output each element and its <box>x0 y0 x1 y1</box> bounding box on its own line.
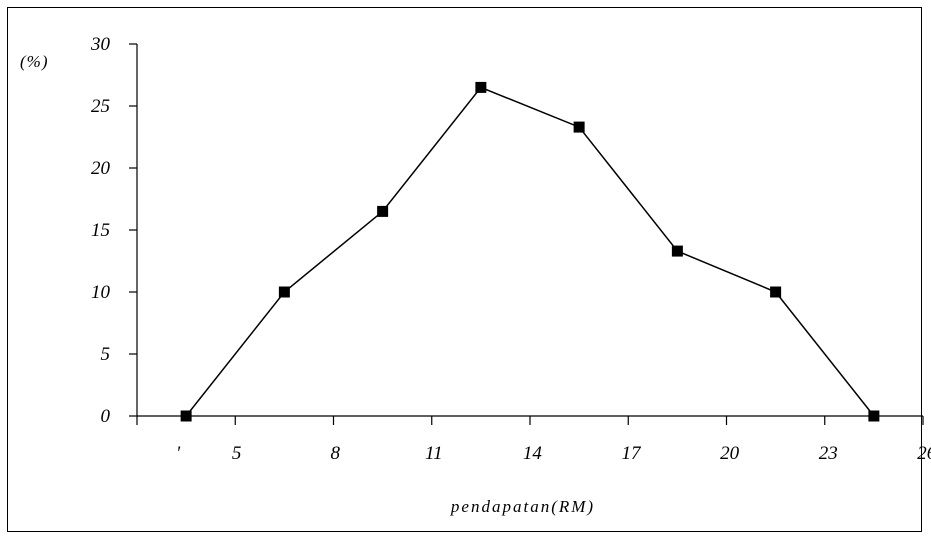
y-tick-label: 30 <box>90 34 111 55</box>
y-tick-label: 25 <box>91 96 110 117</box>
data-point-marker <box>671 245 683 257</box>
series-line <box>185 86 875 417</box>
chart-frame <box>7 7 922 532</box>
x-tick-label: 26 <box>917 443 931 464</box>
y-tick-label: 5 <box>101 344 111 365</box>
y-tick-label: 20 <box>91 158 111 179</box>
axes: 0 5 10 15 20 25 30 ' 5 8 11 14 17 20 23 26 <box>90 34 931 464</box>
data-point-marker <box>278 286 290 298</box>
y-tick-label: 15 <box>91 220 110 241</box>
data-point-marker <box>573 121 585 133</box>
y-tick-label: 0 <box>101 406 111 427</box>
x-axis-ticks: ' 5 8 11 14 17 20 23 26 <box>136 416 931 464</box>
x-tick-label: 11 <box>425 443 443 464</box>
x-tick-label: 8 <box>330 443 340 464</box>
data-point-marker <box>475 81 487 93</box>
x-axis-title: pendapatan(RM) <box>450 497 595 516</box>
x-tick-label: 17 <box>622 443 643 464</box>
data-point-marker <box>377 205 389 217</box>
x-tick-label: ' <box>176 443 181 464</box>
x-tick-label: 20 <box>720 443 740 464</box>
y-tick-label: 10 <box>91 282 111 303</box>
x-tick-label: 14 <box>523 443 543 464</box>
y-axis-ticks: 0 5 10 15 20 25 30 <box>90 34 137 427</box>
series-group <box>180 81 880 422</box>
data-point-marker <box>770 286 782 298</box>
data-point-marker <box>180 410 192 422</box>
x-tick-label: 23 <box>819 443 838 464</box>
y-axis-title: (%) <box>20 52 48 71</box>
data-point-marker <box>868 410 880 422</box>
x-tick-label: 5 <box>232 443 242 464</box>
